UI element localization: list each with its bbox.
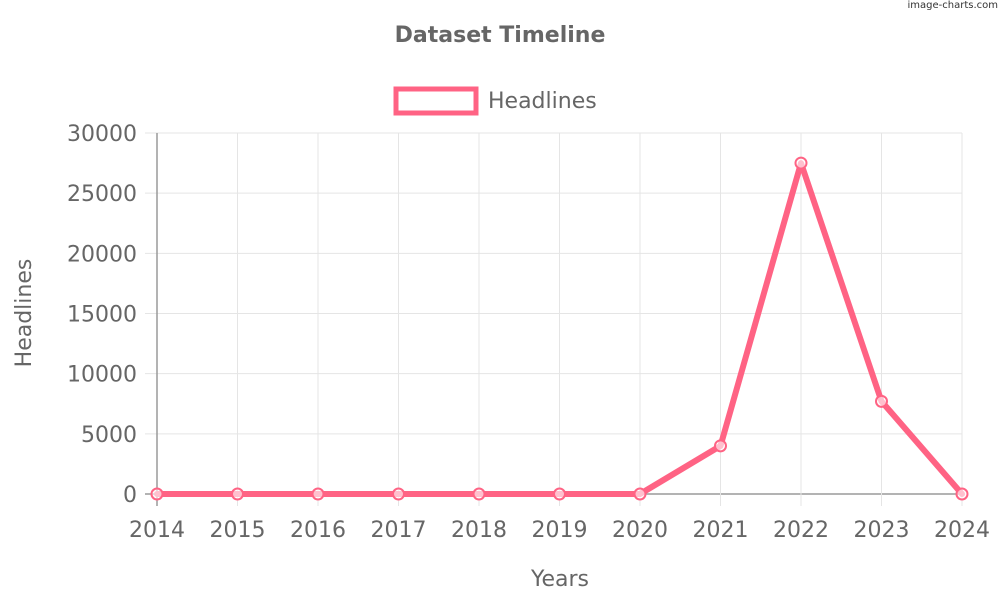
y-tick-label: 15000 xyxy=(67,303,137,328)
x-tick-label: 2019 xyxy=(532,518,588,543)
x-tick-label: 2022 xyxy=(773,518,829,543)
x-tick-label: 2015 xyxy=(210,518,266,543)
x-tick-label: 2021 xyxy=(693,518,749,543)
data-point[interactable] xyxy=(875,394,888,408)
data-point[interactable] xyxy=(150,487,164,501)
data-point[interactable] xyxy=(311,487,325,501)
y-tick-label: 20000 xyxy=(67,242,137,267)
data-point[interactable] xyxy=(714,439,727,453)
data-point[interactable] xyxy=(472,487,486,501)
data-point[interactable] xyxy=(633,487,647,501)
watermark: image-charts.com xyxy=(907,0,999,11)
y-tick-label: 0 xyxy=(123,483,137,508)
axes: 0 5000 10000 15000 20000 25000 30000 2014 2015 20… xyxy=(67,122,990,543)
x-tick-label: 2020 xyxy=(612,518,668,543)
y-axis-title: Headlines xyxy=(12,259,37,368)
grid xyxy=(145,132,963,506)
x-tick-label: 2023 xyxy=(854,518,910,543)
data-point[interactable] xyxy=(794,156,808,170)
y-tick-label: 25000 xyxy=(67,182,137,207)
y-tick-label: 30000 xyxy=(67,122,137,147)
x-tick-label: 2017 xyxy=(371,518,427,543)
x-tick-label: 2018 xyxy=(451,518,507,543)
data-point[interactable] xyxy=(231,487,244,501)
data-point[interactable] xyxy=(553,487,566,501)
y-tick-label: 5000 xyxy=(81,423,137,448)
x-tick-label: 2024 xyxy=(934,518,990,543)
data-point[interactable] xyxy=(392,487,405,501)
legend: Headlines xyxy=(393,86,597,116)
series-headlines xyxy=(150,156,969,501)
legend-swatch xyxy=(393,86,479,116)
data-point[interactable] xyxy=(955,487,969,501)
x-axis-title: Years xyxy=(530,567,589,592)
chart-title: Dataset Timeline xyxy=(395,23,606,48)
x-tick-label: 2016 xyxy=(290,518,346,543)
legend-label: Headlines xyxy=(488,89,597,114)
x-tick-label: 2014 xyxy=(129,518,185,543)
y-tick-label: 10000 xyxy=(67,363,137,388)
